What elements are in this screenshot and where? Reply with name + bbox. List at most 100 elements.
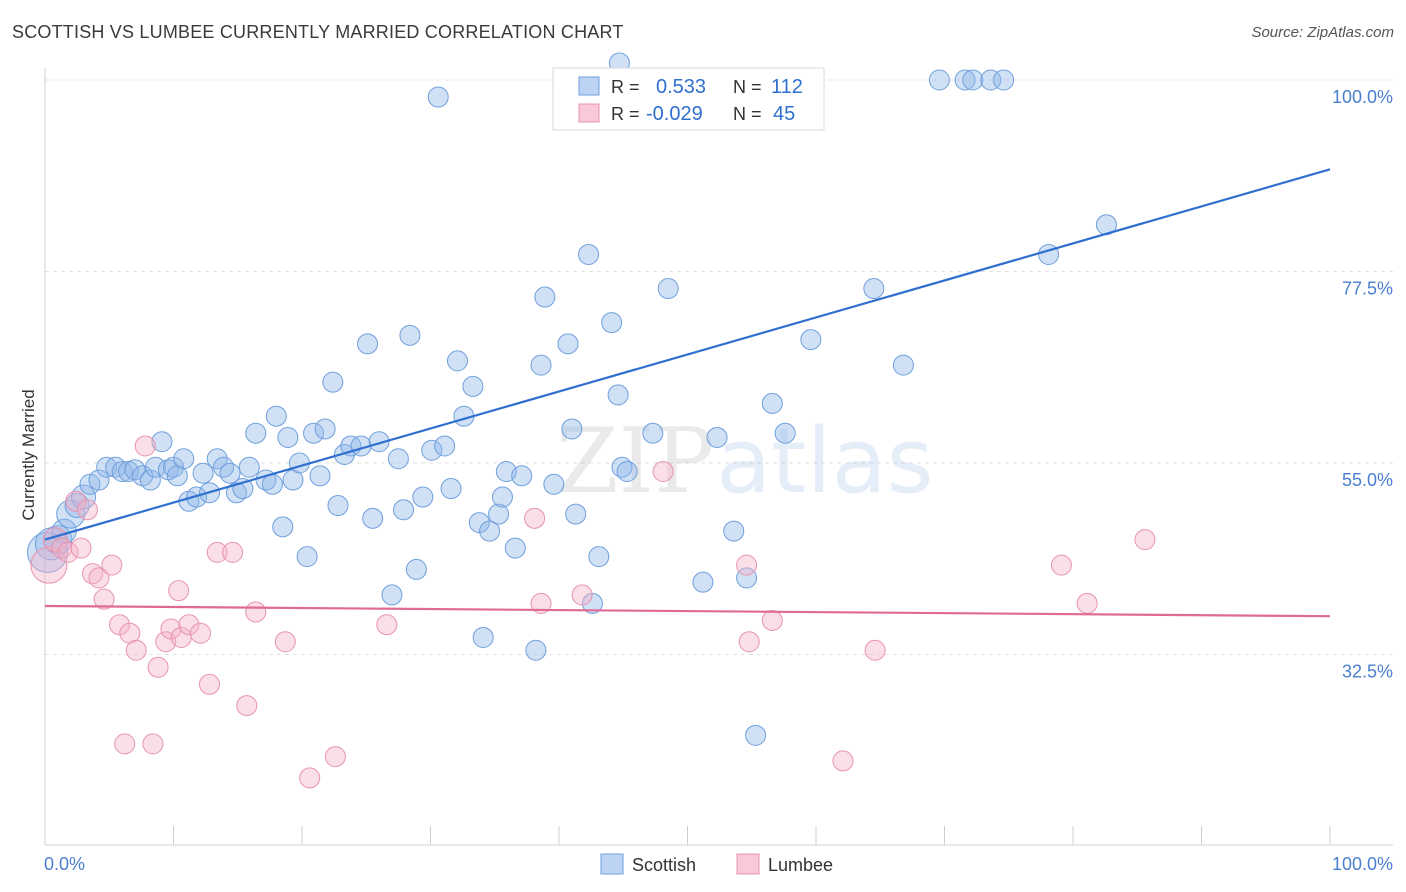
point-scottish-57[interactable] [412, 486, 434, 508]
point-lumbee-5[interactable] [76, 499, 98, 521]
point-scottish-79[interactable] [565, 503, 587, 525]
point-lumbee-6[interactable] [82, 563, 104, 585]
point-lumbee-28[interactable] [274, 631, 296, 653]
legend-label-lumbee[interactable]: Lumbee [768, 855, 833, 875]
point-scottish-73[interactable] [525, 639, 547, 661]
point-scottish-83[interactable] [601, 312, 623, 334]
point-scottish-66[interactable] [472, 626, 494, 648]
point-scottish-86[interactable] [616, 461, 638, 483]
point-lumbee-37[interactable] [738, 631, 760, 653]
point-scottish-34[interactable] [261, 473, 283, 495]
point-lumbee-34[interactable] [571, 584, 593, 606]
point-lumbee-32[interactable] [524, 507, 546, 529]
point-lumbee-22[interactable] [189, 622, 211, 644]
point-scottish-77[interactable] [557, 333, 579, 355]
point-scottish-68[interactable] [488, 503, 510, 525]
point-scottish-103[interactable] [954, 69, 976, 91]
point-scottish-59[interactable] [427, 86, 449, 108]
point-scottish-71[interactable] [504, 537, 526, 559]
point-scottish-89[interactable] [642, 422, 664, 444]
legend-swatch-lumbee[interactable] [736, 853, 760, 875]
point-lumbee-13[interactable] [125, 639, 147, 661]
point-lumbee-35[interactable] [652, 461, 674, 483]
point-lumbee-3[interactable] [57, 541, 79, 563]
point-scottish-32[interactable] [245, 422, 267, 444]
point-lumbee-29[interactable] [299, 767, 321, 789]
point-scottish-62[interactable] [446, 350, 468, 372]
point-lumbee-33[interactable] [530, 592, 552, 614]
point-scottish-93[interactable] [706, 426, 728, 448]
point-scottish-95[interactable] [736, 567, 758, 589]
point-scottish-105[interactable] [980, 69, 1002, 91]
point-scottish-39[interactable] [288, 452, 310, 474]
point-scottish-42[interactable] [309, 465, 331, 487]
point-scottish-5[interactable] [64, 493, 90, 519]
point-scottish-94[interactable] [723, 520, 745, 542]
point-scottish-69[interactable] [491, 486, 513, 508]
point-lumbee-16[interactable] [147, 656, 169, 678]
point-scottish-51[interactable] [368, 431, 390, 453]
point-scottish-61[interactable] [440, 478, 462, 500]
point-scottish-17[interactable] [151, 431, 173, 453]
point-scottish-78[interactable] [561, 418, 583, 440]
point-lumbee-21[interactable] [178, 614, 200, 636]
point-scottish-75[interactable] [534, 286, 556, 308]
point-scottish-96[interactable] [745, 724, 767, 746]
point-lumbee-26[interactable] [236, 695, 258, 717]
point-lumbee-2[interactable] [51, 537, 73, 559]
point-scottish-28[interactable] [219, 462, 241, 484]
point-scottish-54[interactable] [393, 499, 415, 521]
point-scottish-101[interactable] [892, 354, 914, 376]
legend-label-scottish[interactable]: Scottish [632, 855, 696, 875]
point-scottish-44[interactable] [322, 371, 344, 393]
point-scottish-41[interactable] [303, 422, 325, 444]
point-scottish-8[interactable] [88, 469, 110, 491]
point-lumbee-38[interactable] [761, 609, 783, 631]
point-scottish-45[interactable] [327, 495, 349, 517]
point-scottish-106[interactable] [993, 69, 1015, 91]
point-scottish-99[interactable] [800, 329, 822, 351]
point-lumbee-39[interactable] [832, 750, 854, 772]
point-scottish-67[interactable] [479, 520, 501, 542]
point-lumbee-43[interactable] [1134, 529, 1156, 551]
point-scottish-60[interactable] [434, 435, 456, 457]
point-lumbee-24[interactable] [206, 541, 228, 563]
point-scottish-55[interactable] [399, 324, 421, 346]
point-lumbee-36[interactable] [736, 554, 758, 576]
point-scottish-37[interactable] [277, 426, 299, 448]
point-lumbee-9[interactable] [101, 554, 123, 576]
point-scottish-40[interactable] [296, 546, 318, 568]
point-lumbee-14[interactable] [134, 435, 156, 457]
point-scottish-49[interactable] [357, 333, 379, 355]
point-scottish-56[interactable] [405, 558, 427, 580]
point-lumbee-27[interactable] [245, 601, 267, 623]
point-lumbee-30[interactable] [324, 746, 346, 768]
point-scottish-50[interactable] [362, 507, 384, 529]
point-lumbee-25[interactable] [222, 541, 244, 563]
point-scottish-24[interactable] [192, 462, 214, 484]
point-scottish-43[interactable] [314, 418, 336, 440]
point-scottish-64[interactable] [462, 375, 484, 397]
point-lumbee-23[interactable] [198, 673, 220, 695]
point-scottish-46[interactable] [333, 443, 355, 465]
point-scottish-15[interactable] [139, 469, 161, 491]
point-lumbee-0[interactable] [30, 546, 68, 584]
point-lumbee-40[interactable] [864, 639, 886, 661]
point-scottish-29[interactable] [225, 482, 247, 504]
point-scottish-90[interactable] [657, 278, 679, 300]
point-scottish-36[interactable] [272, 516, 294, 538]
point-scottish-74[interactable] [530, 354, 552, 376]
point-scottish-0[interactable] [27, 531, 69, 573]
point-scottish-92[interactable] [692, 571, 714, 593]
point-lumbee-41[interactable] [1050, 554, 1072, 576]
point-scottish-82[interactable] [588, 546, 610, 568]
point-scottish-31[interactable] [238, 456, 260, 478]
point-scottish-26[interactable] [206, 448, 228, 470]
point-scottish-76[interactable] [543, 473, 565, 495]
point-lumbee-8[interactable] [93, 588, 115, 610]
point-lumbee-19[interactable] [168, 580, 190, 602]
point-scottish-16[interactable] [145, 456, 167, 478]
point-lumbee-4[interactable] [65, 490, 87, 512]
point-scottish-53[interactable] [387, 448, 409, 470]
legend-swatch-scottish[interactable] [600, 853, 624, 875]
